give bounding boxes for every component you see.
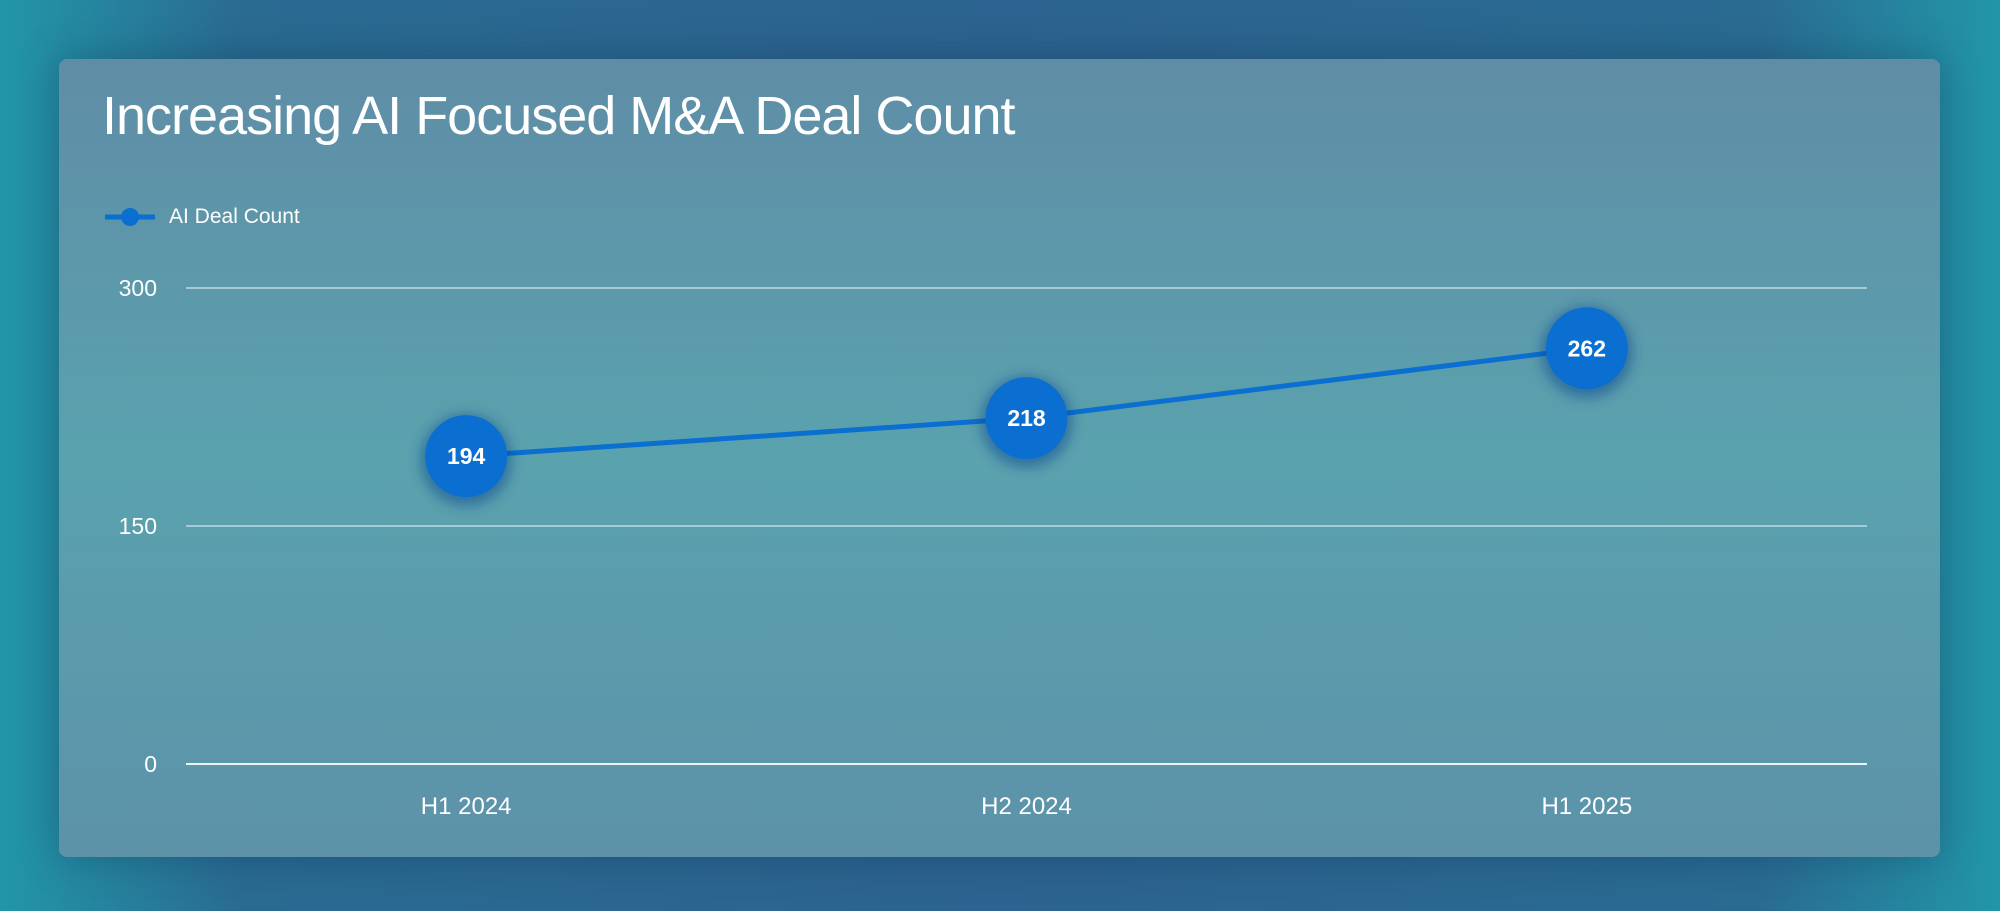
chart-title: Increasing AI Focused M&A Deal Count	[102, 86, 1016, 146]
legend-line-marker-icon	[105, 208, 155, 226]
x-tick-label: H1 2024	[421, 793, 512, 820]
x-tick-label: H2 2024	[981, 793, 1072, 820]
y-tick-label: 300	[119, 275, 157, 301]
legend-label: AI Deal Count	[169, 205, 300, 228]
x-tick-label: H1 2025	[1541, 793, 1632, 820]
y-tick-label: 0	[144, 751, 157, 777]
data-point	[1545, 307, 1628, 390]
data-point	[425, 415, 508, 498]
data-label: 194	[447, 443, 486, 469]
data-label: 262	[1568, 335, 1606, 361]
y-tick-label: 150	[119, 513, 157, 539]
data-point	[985, 377, 1068, 460]
data-label: 218	[1007, 405, 1046, 431]
legend[interactable]: AI Deal Count	[105, 205, 300, 229]
